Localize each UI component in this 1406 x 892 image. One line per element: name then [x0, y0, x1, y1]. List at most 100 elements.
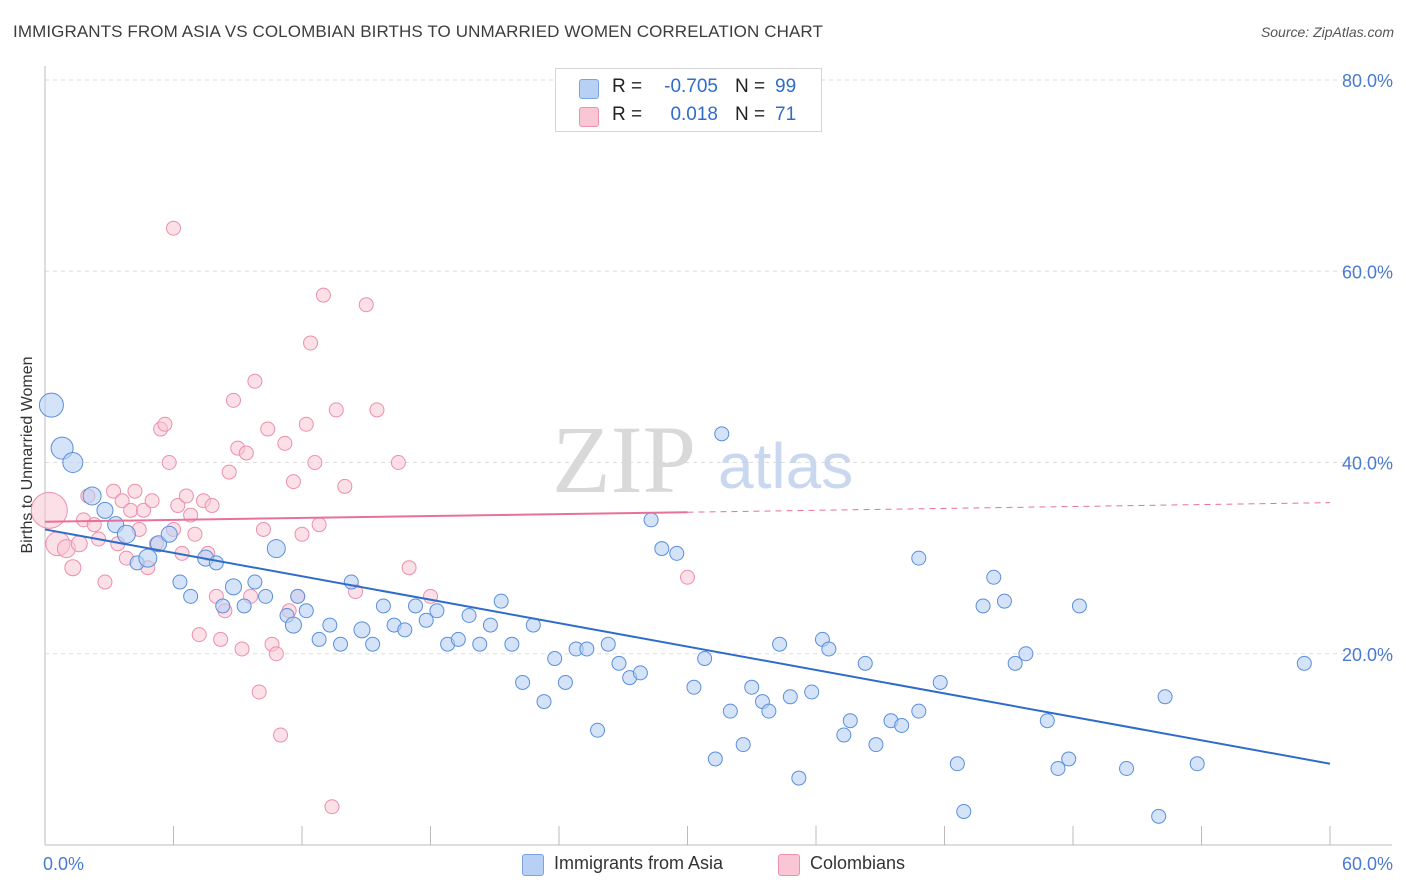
colombians-point [161, 455, 177, 470]
asia-point [183, 588, 199, 604]
legend-asia-label: Immigrants from Asia [554, 853, 724, 873]
asia-point [397, 622, 413, 638]
asia-point [842, 713, 858, 729]
asia-point [857, 655, 873, 671]
colombians-point [268, 646, 284, 662]
asia-point [986, 569, 1002, 585]
colombians-point [298, 416, 314, 432]
colombians-point [191, 627, 207, 643]
colombians-point [234, 641, 250, 657]
asia-point [894, 717, 910, 733]
colombians-point [166, 220, 181, 236]
colombians-point [70, 535, 88, 553]
y-tick-label: 40.0% [1342, 454, 1393, 474]
asia-point [669, 545, 685, 561]
legend-asia-swatch [522, 854, 544, 876]
asia-point [96, 501, 114, 519]
colombians-swatch [579, 107, 599, 127]
watermark: ZIP atlas [552, 406, 853, 513]
chart-title: IMMIGRANTS FROM ASIA VS COLOMBIAN BIRTHS… [13, 22, 823, 41]
colombians-point [123, 502, 139, 518]
tick-labels: 20.0% 40.0% 60.0% 80.0% 0.0% 60.0% [43, 71, 1393, 874]
asia-point [590, 722, 606, 738]
asia-point [215, 598, 231, 614]
asia-point [38, 392, 64, 418]
asia-point [868, 737, 884, 753]
colombians-point [401, 560, 417, 576]
stats-row-asia: R = -0.705 N = 99 [556, 73, 821, 101]
asia-point [804, 684, 820, 700]
colombians-point [285, 474, 301, 490]
asia-point [911, 550, 927, 566]
asia-point [722, 703, 738, 719]
asia-point [375, 598, 391, 614]
asia-point [772, 636, 788, 652]
asia-point [290, 588, 306, 604]
trend-lines [44, 502, 1331, 765]
colombians-point [307, 455, 323, 470]
asia-r-label: R = [612, 76, 643, 97]
colombians-n-value: 71 [775, 104, 797, 125]
colombians-point [225, 392, 241, 408]
colombians-trend-line [44, 511, 688, 523]
stats-box: R = -0.705 N = 99 R = 0.018 N = 71 [555, 68, 822, 132]
asia-trend-line [44, 528, 1331, 765]
asia-point [1296, 655, 1312, 671]
asia-point [996, 593, 1012, 609]
asia-point [493, 593, 509, 609]
asia-point [482, 617, 498, 633]
colombians-point [204, 498, 220, 514]
asia-point [547, 651, 563, 667]
colombians-point [144, 493, 160, 509]
asia-point [62, 452, 84, 473]
asia-point [536, 694, 552, 710]
asia-point [1050, 761, 1066, 776]
colombians-point [170, 498, 186, 514]
asia-point [82, 486, 102, 506]
asia-point [258, 588, 274, 604]
asia-point [504, 636, 520, 652]
asia-point [353, 621, 371, 639]
colombians-point [64, 559, 82, 577]
asia-point [579, 641, 595, 657]
colombians-point [213, 631, 229, 647]
stats-row-colombians: R = 0.018 N = 71 [556, 101, 821, 129]
asia-point [116, 524, 136, 544]
asia-swatch [579, 79, 599, 99]
asia-point [1071, 598, 1087, 614]
y-tick-label: 20.0% [1342, 645, 1393, 665]
legend-colombians-swatch [778, 854, 800, 876]
colombians-point [247, 373, 263, 389]
colombians-point [369, 402, 385, 418]
asia-n-value: 99 [775, 76, 797, 97]
asia-point [515, 674, 531, 690]
asia-point [956, 804, 972, 820]
watermark-atlas: atlas [718, 430, 853, 502]
x-tick-label: 60.0% [1342, 854, 1393, 874]
asia-point [643, 512, 659, 528]
asia-point [836, 727, 852, 743]
asia-n-label: N = [735, 76, 766, 97]
colombians-point [277, 435, 293, 451]
asia-point [632, 665, 648, 681]
asia-point [761, 703, 777, 719]
colombians-point [328, 402, 344, 418]
asia-point [707, 751, 723, 767]
asia-point [298, 603, 314, 619]
colombians-r-label: R = [612, 104, 643, 125]
colombians-point [106, 483, 122, 499]
asia-point [654, 541, 670, 557]
asia-point [782, 689, 798, 705]
gridlines [45, 79, 1392, 655]
asia-point [821, 641, 837, 657]
colombians-point [86, 517, 102, 533]
colombians-point [97, 574, 113, 590]
colombians-r-value: 0.018 [670, 104, 718, 125]
colombians-point [178, 488, 194, 504]
asia-point [247, 574, 263, 590]
y-tick-label: 60.0% [1342, 262, 1393, 282]
asia-point [450, 631, 466, 647]
colombians-point [127, 483, 143, 499]
asia-point [150, 535, 168, 553]
